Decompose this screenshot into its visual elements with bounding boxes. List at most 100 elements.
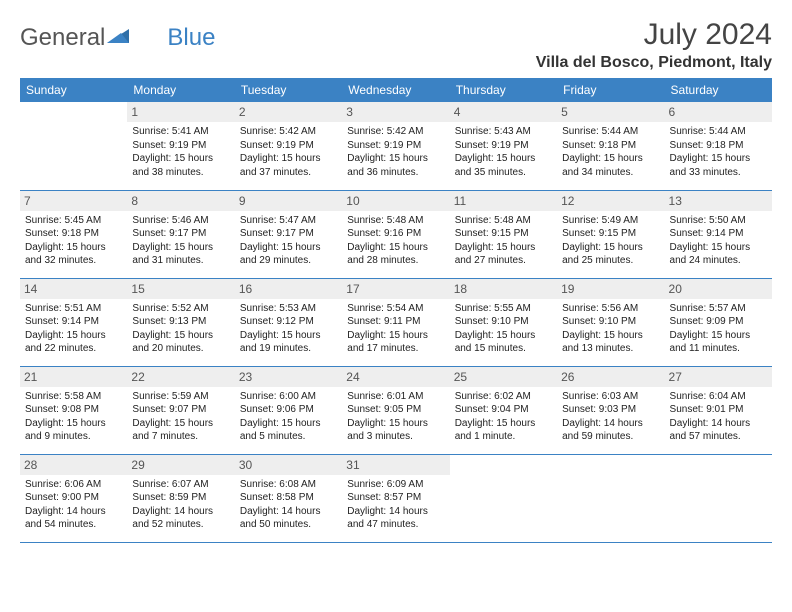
day-cell: 29Sunrise: 6:07 AMSunset: 8:59 PMDayligh… <box>127 454 234 542</box>
daylight-text: Daylight: 14 hours and 59 minutes. <box>562 417 659 444</box>
day-cell: 31Sunrise: 6:09 AMSunset: 8:57 PMDayligh… <box>342 454 449 542</box>
day-cell: 12Sunrise: 5:49 AMSunset: 9:15 PMDayligh… <box>557 190 664 278</box>
day-cell: 28Sunrise: 6:06 AMSunset: 9:00 PMDayligh… <box>20 454 127 542</box>
day-number: 24 <box>342 367 449 387</box>
day-cell: 20Sunrise: 5:57 AMSunset: 9:09 PMDayligh… <box>665 278 772 366</box>
daylight-text: Daylight: 15 hours and 11 minutes. <box>670 329 767 356</box>
weekday-header: Saturday <box>665 78 772 102</box>
sunset-text: Sunset: 9:15 PM <box>455 227 552 241</box>
sunrise-text: Sunrise: 5:57 AM <box>670 302 767 316</box>
daylight-text: Daylight: 15 hours and 3 minutes. <box>347 417 444 444</box>
sunset-text: Sunset: 9:07 PM <box>132 403 229 417</box>
sunset-text: Sunset: 8:57 PM <box>347 491 444 505</box>
sunset-text: Sunset: 9:15 PM <box>562 227 659 241</box>
day-number: 19 <box>557 279 664 299</box>
daylight-text: Daylight: 15 hours and 33 minutes. <box>670 152 767 179</box>
day-number: 14 <box>20 279 127 299</box>
daylight-text: Daylight: 14 hours and 47 minutes. <box>347 505 444 532</box>
day-cell: 14 Sunrise: 5:51 AMSunset: 9:14 PMDayligh… <box>20 278 127 366</box>
daylight-text: Daylight: 15 hours and 35 minutes. <box>455 152 552 179</box>
day-number: 1 <box>127 102 234 122</box>
day-cell: 5Sunrise: 5:44 AMSunset: 9:18 PMDaylight… <box>557 102 664 190</box>
daylight-text: Daylight: 15 hours and 17 minutes. <box>347 329 444 356</box>
day-cell: 17Sunrise: 5:54 AMSunset: 9:11 PMDayligh… <box>342 278 449 366</box>
day-number: 27 <box>665 367 772 387</box>
day-number: 4 <box>450 102 557 122</box>
logo: General Blue <box>20 18 215 52</box>
sunset-text: Sunset: 9:11 PM <box>347 315 444 329</box>
logo-text-2: Blue <box>167 24 215 52</box>
daylight-text: Daylight: 15 hours and 27 minutes. <box>455 241 552 268</box>
location: Villa del Bosco, Piedmont, Italy <box>536 54 772 72</box>
day-cell <box>450 454 557 542</box>
day-cell: 13Sunrise: 5:50 AMSunset: 9:14 PMDayligh… <box>665 190 772 278</box>
sunrise-text: Sunrise: 5:52 AM <box>132 302 229 316</box>
daylight-text: Daylight: 15 hours and 22 minutes. <box>25 329 122 356</box>
day-number: 21 <box>20 367 127 387</box>
sunset-text: Sunset: 9:01 PM <box>670 403 767 417</box>
logo-triangle-icon <box>107 24 129 52</box>
daylight-text: Daylight: 15 hours and 19 minutes. <box>240 329 337 356</box>
day-cell: 11Sunrise: 5:48 AMSunset: 9:15 PMDayligh… <box>450 190 557 278</box>
weekday-header: Monday <box>127 78 234 102</box>
sunset-text: Sunset: 9:00 PM <box>25 491 122 505</box>
sunrise-text: Sunrise: 6:00 AM <box>240 390 337 404</box>
sunrise-text: Sunrise: 5:51 AM <box>25 302 122 316</box>
sunrise-text: Sunrise: 5:44 AM <box>562 125 659 139</box>
day-cell: 22Sunrise: 5:59 AMSunset: 9:07 PMDayligh… <box>127 366 234 454</box>
day-number: 15 <box>127 279 234 299</box>
day-number: 10 <box>342 191 449 211</box>
sunset-text: Sunset: 9:18 PM <box>670 139 767 153</box>
sunset-text: Sunset: 9:18 PM <box>25 227 122 241</box>
day-cell: 4 Sunrise: 5:43 AMSunset: 9:19 PMDaylight… <box>450 102 557 190</box>
day-cell: 23Sunrise: 6:00 AMSunset: 9:06 PMDayligh… <box>235 366 342 454</box>
weekday-header-row: Sunday Monday Tuesday Wednesday Thursday… <box>20 78 772 102</box>
day-cell: 25Sunrise: 6:02 AMSunset: 9:04 PMDayligh… <box>450 366 557 454</box>
sunrise-text: Sunrise: 5:43 AM <box>455 125 552 139</box>
sunset-text: Sunset: 9:17 PM <box>240 227 337 241</box>
sunset-text: Sunset: 9:10 PM <box>455 315 552 329</box>
weekday-header: Friday <box>557 78 664 102</box>
sunset-text: Sunset: 9:14 PM <box>25 315 122 329</box>
day-cell <box>557 454 664 542</box>
week-row: 14Sunrise: 5:51 AMSunset: 9:14 PMDayligh… <box>20 278 772 366</box>
daylight-text: Daylight: 15 hours and 15 minutes. <box>455 329 552 356</box>
sunrise-text: Sunrise: 6:02 AM <box>455 390 552 404</box>
day-cell: 8Sunrise: 5:46 AMSunset: 9:17 PMDaylight… <box>127 190 234 278</box>
daylight-text: Daylight: 15 hours and 32 minutes. <box>25 241 122 268</box>
day-cell: 7Sunrise: 5:45 AMSunset: 9:18 PMDaylight… <box>20 190 127 278</box>
sunrise-text: Sunrise: 5:53 AM <box>240 302 337 316</box>
daylight-text: Daylight: 15 hours and 24 minutes. <box>670 241 767 268</box>
day-number: 29 <box>127 455 234 475</box>
sunset-text: Sunset: 9:14 PM <box>670 227 767 241</box>
daylight-text: Daylight: 15 hours and 36 minutes. <box>347 152 444 179</box>
day-cell: 30Sunrise: 6:08 AMSunset: 8:58 PMDayligh… <box>235 454 342 542</box>
sunrise-text: Sunrise: 5:45 AM <box>25 214 122 228</box>
day-cell: 19Sunrise: 5:56 AMSunset: 9:10 PMDayligh… <box>557 278 664 366</box>
weekday-header: Tuesday <box>235 78 342 102</box>
day-number: 18 <box>450 279 557 299</box>
sunset-text: Sunset: 9:05 PM <box>347 403 444 417</box>
day-number: 23 <box>235 367 342 387</box>
day-cell: 21Sunrise: 5:58 AMSunset: 9:08 PMDayligh… <box>20 366 127 454</box>
day-number: 8 <box>127 191 234 211</box>
daylight-text: Daylight: 15 hours and 9 minutes. <box>25 417 122 444</box>
header: General Blue July 2024 Villa del Bosco, … <box>20 18 772 72</box>
sunrise-text: Sunrise: 5:48 AM <box>347 214 444 228</box>
sunrise-text: Sunrise: 5:41 AM <box>132 125 229 139</box>
day-cell: 24Sunrise: 6:01 AMSunset: 9:05 PMDayligh… <box>342 366 449 454</box>
daylight-text: Daylight: 15 hours and 34 minutes. <box>562 152 659 179</box>
sunrise-text: Sunrise: 5:58 AM <box>25 390 122 404</box>
daylight-text: Daylight: 14 hours and 52 minutes. <box>132 505 229 532</box>
sunset-text: Sunset: 9:19 PM <box>455 139 552 153</box>
day-number: 13 <box>665 191 772 211</box>
weekday-header: Wednesday <box>342 78 449 102</box>
month-title: July 2024 <box>536 18 772 52</box>
weekday-header: Thursday <box>450 78 557 102</box>
daylight-text: Daylight: 15 hours and 25 minutes. <box>562 241 659 268</box>
day-number: 9 <box>235 191 342 211</box>
sunset-text: Sunset: 9:10 PM <box>562 315 659 329</box>
daylight-text: Daylight: 14 hours and 50 minutes. <box>240 505 337 532</box>
week-row: 1Sunrise: 5:41 AMSunset: 9:19 PMDaylight… <box>20 102 772 190</box>
sunrise-text: Sunrise: 6:04 AM <box>670 390 767 404</box>
